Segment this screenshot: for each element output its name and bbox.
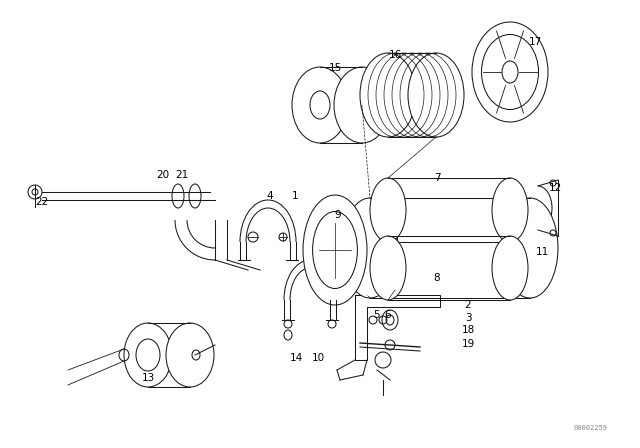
Text: 20: 20 [156, 170, 170, 180]
Text: 19: 19 [461, 339, 475, 349]
Text: 12: 12 [548, 183, 562, 193]
Ellipse shape [370, 236, 406, 300]
Text: 2: 2 [465, 300, 471, 310]
Text: 1: 1 [292, 191, 298, 201]
Ellipse shape [370, 178, 406, 242]
Ellipse shape [492, 178, 528, 242]
Ellipse shape [124, 323, 172, 387]
Text: 10: 10 [312, 353, 324, 363]
Ellipse shape [472, 22, 548, 122]
Ellipse shape [360, 53, 416, 137]
Text: 15: 15 [328, 63, 342, 73]
Ellipse shape [382, 310, 398, 330]
Text: 4: 4 [267, 191, 273, 201]
Ellipse shape [502, 198, 558, 298]
Ellipse shape [375, 352, 391, 368]
Ellipse shape [166, 323, 214, 387]
Text: 5: 5 [372, 310, 380, 320]
Text: 00002259: 00002259 [573, 425, 607, 431]
Text: 3: 3 [465, 313, 471, 323]
Ellipse shape [334, 67, 390, 143]
Text: 21: 21 [175, 170, 189, 180]
Text: 8: 8 [434, 273, 440, 283]
Ellipse shape [408, 53, 464, 137]
Text: 16: 16 [388, 50, 402, 60]
Ellipse shape [292, 67, 348, 143]
Text: 11: 11 [536, 247, 548, 257]
Text: 18: 18 [461, 325, 475, 335]
Ellipse shape [342, 198, 398, 298]
Text: 22: 22 [35, 197, 49, 207]
Text: 9: 9 [335, 210, 341, 220]
Ellipse shape [312, 211, 357, 289]
Ellipse shape [492, 236, 528, 300]
Ellipse shape [303, 195, 367, 305]
Text: 7: 7 [434, 173, 440, 183]
Text: 13: 13 [141, 373, 155, 383]
Text: 6: 6 [385, 310, 391, 320]
Text: 17: 17 [529, 37, 541, 47]
Text: 14: 14 [289, 353, 303, 363]
